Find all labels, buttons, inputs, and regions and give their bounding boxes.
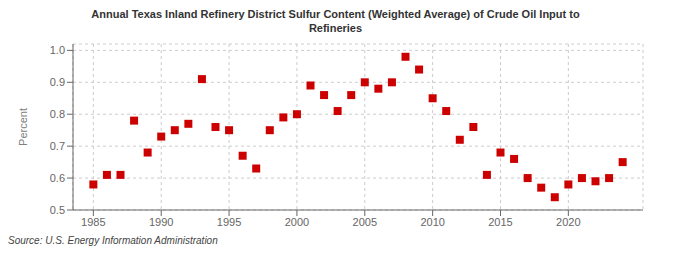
svg-text:1985: 1985 xyxy=(81,215,105,227)
svg-text:2000: 2000 xyxy=(285,215,309,227)
svg-text:0.9: 0.9 xyxy=(50,76,65,88)
svg-text:0.7: 0.7 xyxy=(50,140,65,152)
svg-text:0.6: 0.6 xyxy=(50,171,65,183)
svg-text:0.5: 0.5 xyxy=(50,203,65,215)
html-text:Source: U.S. Energy Informatio: Source: U.S. Energy Information Administ… xyxy=(8,234,218,246)
svg-text:2015: 2015 xyxy=(488,215,512,227)
svg-text:2005: 2005 xyxy=(353,215,377,227)
svg-text:2020: 2020 xyxy=(556,215,580,227)
html-text:Annual Texas Inland Refinery D: Annual Texas Inland Refinery District Su… xyxy=(91,8,580,34)
svg-text:1.0: 1.0 xyxy=(50,44,65,56)
svg-text:0.8: 0.8 xyxy=(50,108,65,120)
svg-text:2010: 2010 xyxy=(420,215,444,227)
svg-text:Percent: Percent xyxy=(17,108,29,146)
svg-text:1990: 1990 xyxy=(149,215,173,227)
svg-text:1995: 1995 xyxy=(217,215,241,227)
